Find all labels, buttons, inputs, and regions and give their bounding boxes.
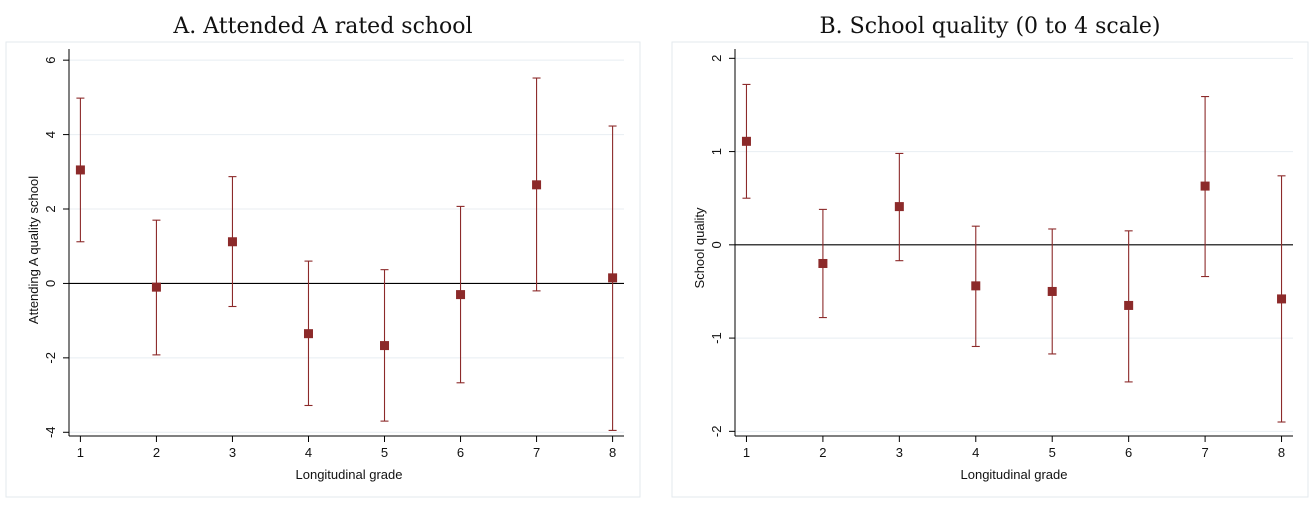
panel-b-x-tick-label: 3: [896, 445, 903, 460]
panel-a-title: A. Attended A rated school: [172, 14, 472, 39]
panel-b-x-label: Longitudinal grade: [961, 467, 1068, 482]
panel-b-point: [818, 258, 828, 268]
panel-b: B. School quality (0 to 4 scale) 2 1 0 -1 -2…: [671, 14, 1309, 498]
panel-b-point: [741, 136, 751, 146]
panel-a-error-bars: [76, 77, 617, 431]
panel-a-y-tick-label: 0: [43, 280, 58, 287]
panel-a-point: [151, 282, 161, 292]
panel-a-y-tick-label: -4: [43, 426, 58, 438]
panel-b-point: [1200, 181, 1210, 191]
panel-a-x-tick-label: 5: [381, 445, 388, 460]
panel-a-y-label: Attending A quality school: [26, 176, 41, 324]
panel-a: A. Attended A rated school 6 4 2 0 -2 -4 1 2 3 4…: [5, 14, 641, 498]
panel-b-grid: [735, 57, 1293, 432]
panel-a-point: [75, 165, 85, 175]
panel-a-point: [608, 273, 618, 283]
panel-a-x-tick-label: 4: [305, 445, 312, 460]
panel-a-axes: [68, 49, 624, 437]
panel-b-x-tick-label: 4: [972, 445, 979, 460]
panel-a-x-label: Longitudinal grade: [296, 467, 403, 482]
panel-b-point: [1277, 294, 1287, 304]
panel-a-x-tick-label: 3: [229, 445, 236, 460]
panel-a-point: [380, 341, 390, 351]
panel-a-points: [75, 165, 618, 351]
panel-a-x-ticks: 1 2 3 4 5 6 7 8: [77, 436, 616, 460]
panel-b-x-ticks: 1 2 3 4 5 6 7 8: [743, 436, 1285, 460]
panel-b-axes: [734, 49, 1293, 437]
panel-a-x-tick-label: 6: [457, 445, 464, 460]
panel-b-point: [1047, 286, 1057, 296]
panel-a-y-ticks: 6 4 2 0 -2 -4: [43, 57, 69, 438]
panel-b-x-tick-label: 8: [1278, 445, 1285, 460]
panel-a-x-tick-label: 2: [153, 445, 160, 460]
panel-b-x-tick-label: 5: [1049, 445, 1056, 460]
panel-b-point: [894, 202, 904, 212]
panel-b-y-tick-label: -1: [709, 332, 724, 344]
panel-a-point: [532, 180, 542, 190]
panel-a-y-tick-label: 6: [43, 57, 58, 64]
panel-b-error-bars: [742, 83, 1286, 423]
panel-a-grid: [69, 59, 624, 433]
panel-a-y-tick-label: 2: [43, 205, 58, 212]
panel-a-y-tick-label: -2: [43, 352, 58, 364]
panel-b-y-ticks: 2 1 0 -1 -2: [709, 55, 735, 437]
panel-a-x-tick-label: 8: [609, 445, 616, 460]
panel-b-point: [971, 281, 981, 291]
panel-a-point: [456, 290, 466, 300]
panel-b-y-tick-label: 1: [709, 148, 724, 155]
panel-b-y-tick-label: 2: [709, 55, 724, 62]
panel-b-x-tick-label: 6: [1125, 445, 1132, 460]
panel-b-x-tick-label: 1: [743, 445, 750, 460]
panel-b-title: B. School quality (0 to 4 scale): [820, 14, 1161, 39]
panel-b-y-tick-label: 0: [709, 241, 724, 248]
panel-a-frame: [5, 41, 641, 498]
panel-b-x-tick-label: 2: [819, 445, 826, 460]
panel-b-y-tick-label: -2: [709, 426, 724, 438]
panel-b-point: [1124, 300, 1134, 310]
panel-a-x-tick-label: 1: [77, 445, 84, 460]
panel-a-y-tick-label: 4: [43, 131, 58, 138]
panel-a-x-tick-label: 7: [533, 445, 540, 460]
panel-b-y-label: School quality: [692, 207, 707, 288]
panel-b-frame: [671, 41, 1309, 498]
panel-a-point: [227, 237, 237, 247]
panel-b-points: [741, 136, 1287, 310]
panel-b-x-tick-label: 7: [1201, 445, 1208, 460]
panel-a-point: [303, 329, 313, 339]
